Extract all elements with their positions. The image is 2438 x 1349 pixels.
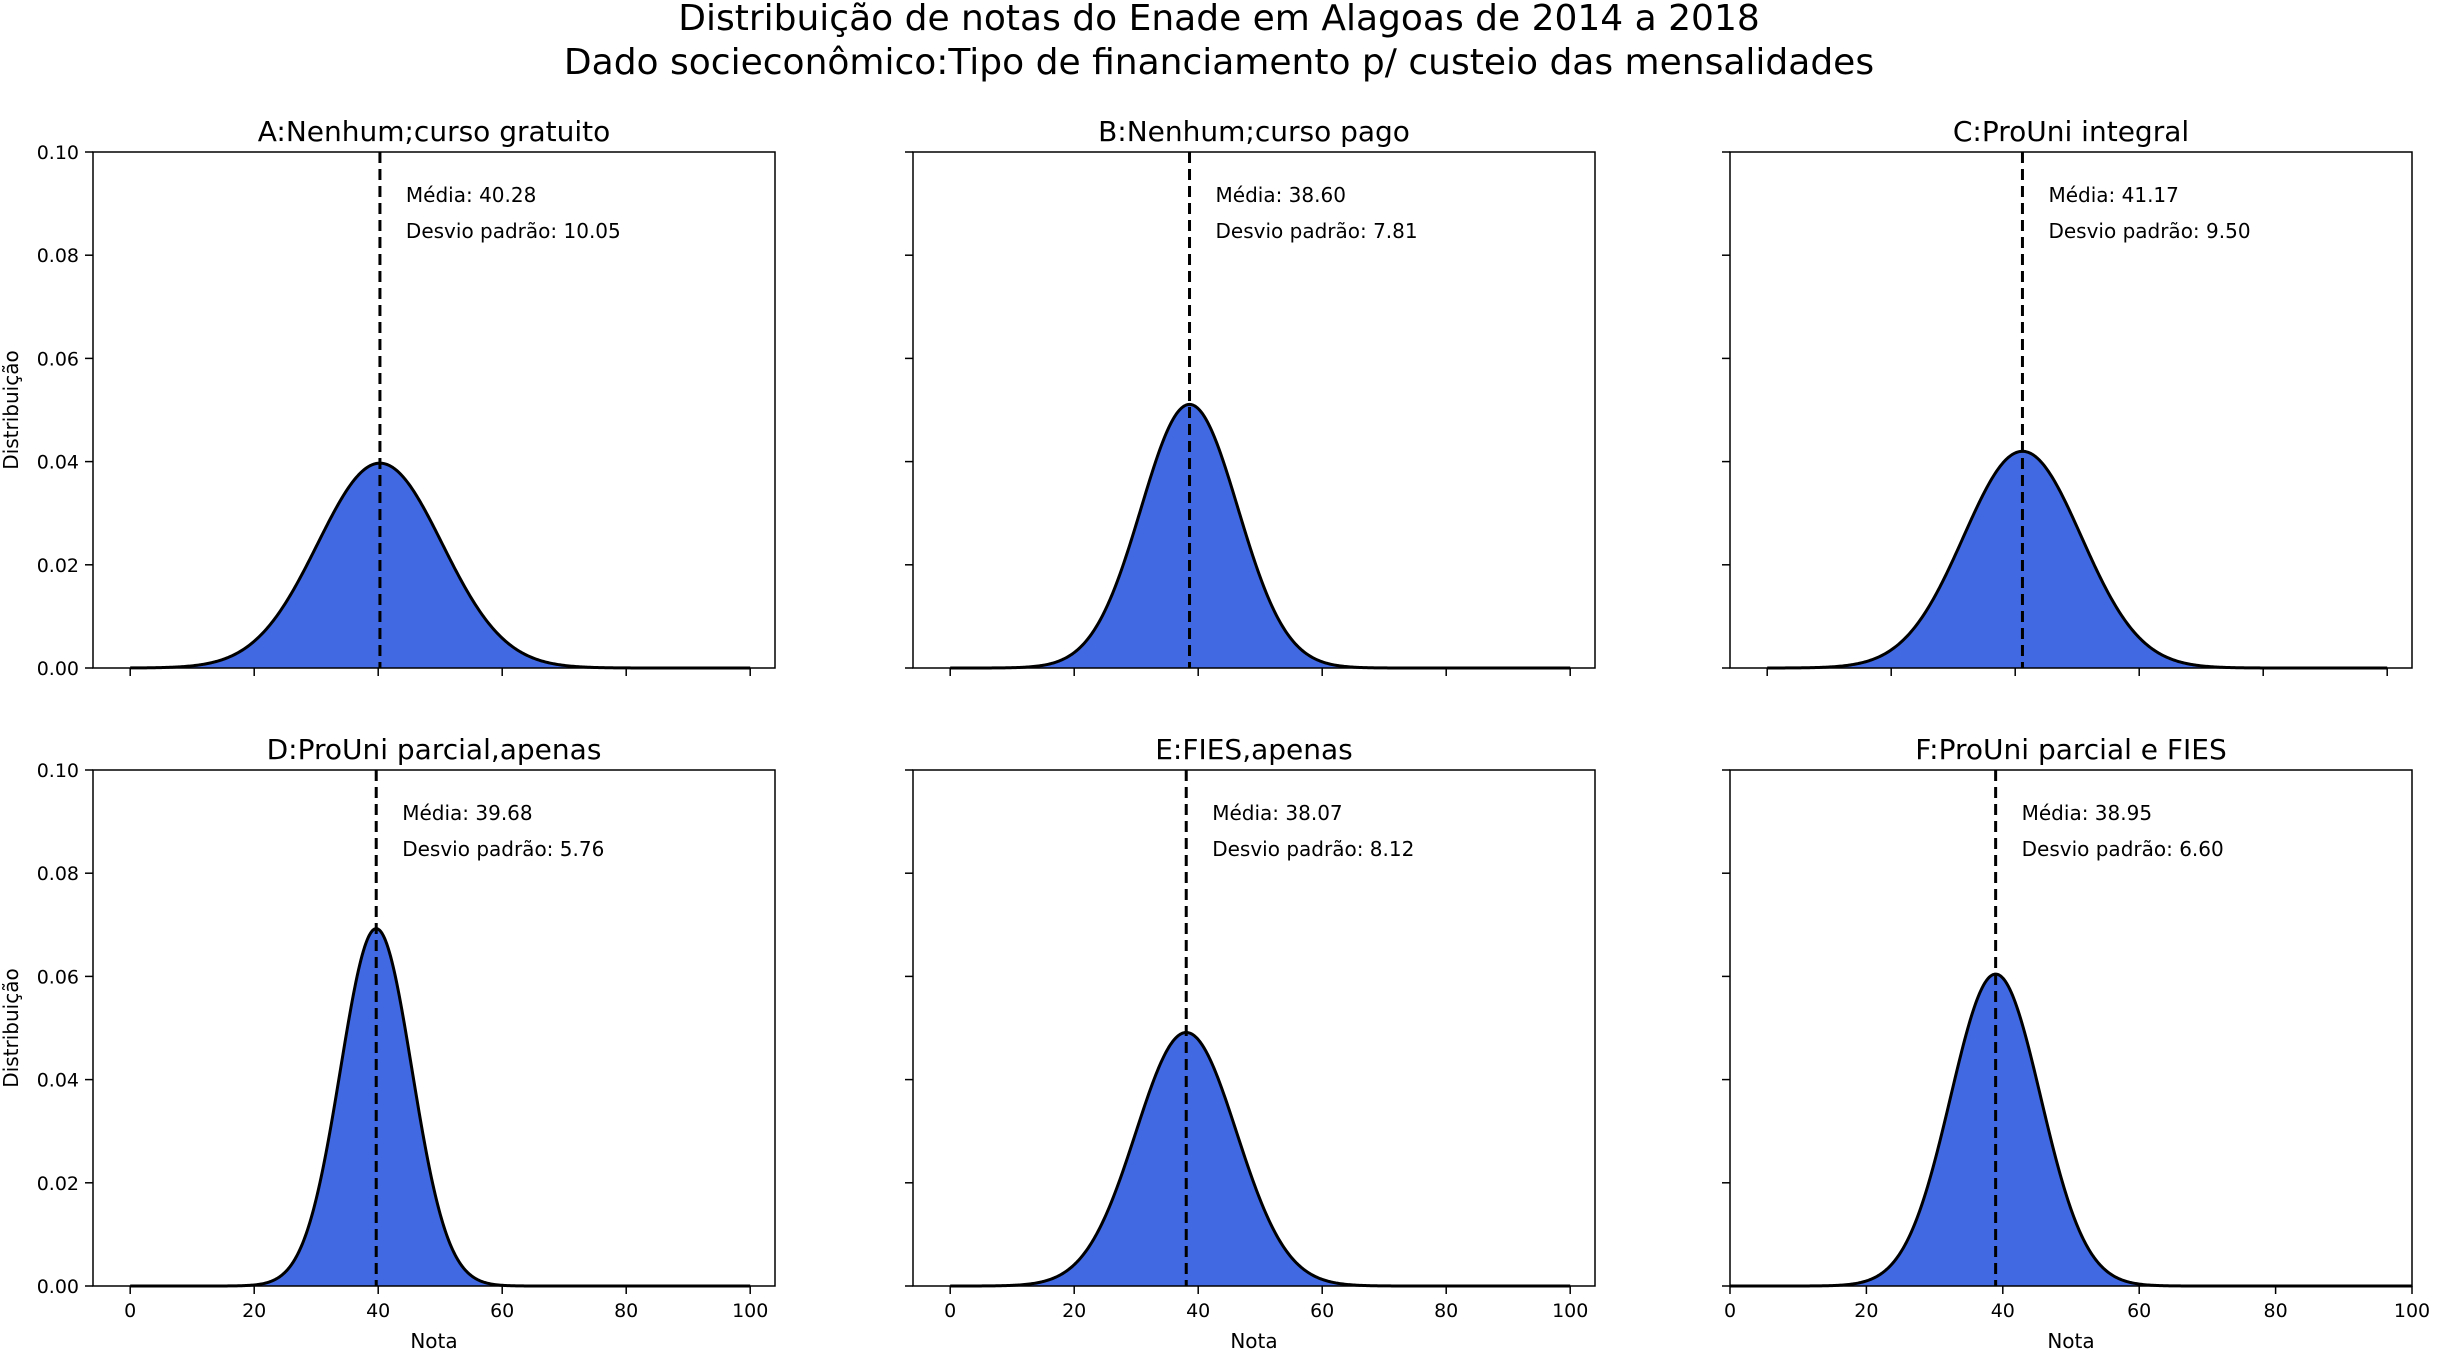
x-tick-label: 40 xyxy=(1991,1300,2015,1322)
mean-annotation: Média: 41.17 xyxy=(2048,183,2178,207)
subplot-title: D:ProUni parcial,apenas xyxy=(267,733,602,766)
y-tick-label: 0.00 xyxy=(37,1276,79,1298)
x-tick-label: 0 xyxy=(124,1300,136,1322)
subplot-title: C:ProUni integral xyxy=(1953,115,2189,148)
subplot-e: 0 20 40 60 80 100 E:FIES,apenas Média: 38.07 Des… xyxy=(905,733,1596,1349)
mean-annotation: Média: 38.95 xyxy=(2022,801,2152,825)
figure-title-line2: Dado socieconômico:Tipo de financiamento… xyxy=(564,42,1874,83)
y-tick-label: 0.04 xyxy=(37,452,79,474)
axes-frame xyxy=(92,769,776,1287)
x-axis-label: Nota xyxy=(410,1329,457,1349)
axes-frame xyxy=(912,769,1596,1287)
subplot-d: 0 20 40 60 80 100 0.00 0.02 0.04 0.06 0.08 0.10 D:Pr… xyxy=(0,733,776,1349)
y-tick-label: 0.02 xyxy=(37,555,79,577)
mean-annotation: Média: 38.60 xyxy=(1216,183,1346,207)
x-tick-label: 100 xyxy=(732,1300,768,1322)
y-axis-label: Distribuição xyxy=(0,350,23,469)
x-tick-label: 40 xyxy=(366,1300,390,1322)
subplot-title: F:ProUni parcial e FIES xyxy=(1915,733,2227,766)
y-tick-label: 0.00 xyxy=(37,658,79,680)
y-axis-label: Distribuição xyxy=(0,968,23,1087)
x-tick-label: 20 xyxy=(1062,1300,1086,1322)
subplot-c: C:ProUni integral Média: 41.17 Desvio padr… xyxy=(1722,115,2413,676)
std-annotation: Desvio padrão: 9.50 xyxy=(2048,219,2250,243)
subplot-title: E:FIES,apenas xyxy=(1155,733,1353,766)
x-tick-label: 100 xyxy=(1552,1300,1588,1322)
subplot-b: B:Nenhum;curso pago Média: 38.60 Desvio pa… xyxy=(905,115,1596,676)
axes-frame xyxy=(92,151,776,669)
mean-annotation: Média: 40.28 xyxy=(406,183,536,207)
x-tick-label: 20 xyxy=(1854,1300,1878,1322)
figure-title-line1: Distribuição de notas do Enade em Alagoa… xyxy=(678,0,1760,39)
x-tick-label: 40 xyxy=(1186,1300,1210,1322)
x-axis-label: Nota xyxy=(1230,1329,1277,1349)
axes-frame xyxy=(1729,769,2413,1287)
x-tick-label: 0 xyxy=(1724,1300,1736,1322)
density-area xyxy=(1767,451,2388,668)
std-annotation: Desvio padrão: 6.60 xyxy=(2022,837,2224,861)
subplot-a: 0.00 0.02 0.04 0.06 0.08 0.10 A:Nenhum;curso g… xyxy=(0,115,776,680)
axes-frame xyxy=(912,151,1596,669)
x-tick-label: 60 xyxy=(1310,1300,1334,1322)
mean-annotation: Média: 39.68 xyxy=(402,801,532,825)
density-area xyxy=(1730,974,2412,1286)
y-tick-label: 0.02 xyxy=(37,1173,79,1195)
density-area xyxy=(950,1032,1571,1286)
std-annotation: Desvio padrão: 10.05 xyxy=(406,219,621,243)
axes-frame xyxy=(1729,151,2413,669)
x-tick-label: 0 xyxy=(944,1300,956,1322)
x-tick-label: 80 xyxy=(2264,1300,2288,1322)
x-tick-label: 20 xyxy=(242,1300,266,1322)
subplot-f: 0 20 40 60 80 100 F:ProUni parcial e FIES Média… xyxy=(1722,733,2430,1349)
density-area xyxy=(950,404,1571,668)
density-area xyxy=(130,463,751,668)
y-tick-label: 0.06 xyxy=(37,348,79,370)
x-tick-label: 60 xyxy=(2127,1300,2151,1322)
y-tick-label: 0.08 xyxy=(37,863,79,885)
x-tick-label: 100 xyxy=(2394,1300,2430,1322)
y-tick-label: 0.04 xyxy=(37,1070,79,1092)
subplot-title: A:Nenhum;curso gratuito xyxy=(258,115,611,148)
mean-annotation: Média: 38.07 xyxy=(1212,801,1342,825)
y-tick-label: 0.10 xyxy=(37,760,79,782)
subplot-title: B:Nenhum;curso pago xyxy=(1098,115,1410,148)
subplot-grid: 0.00 0.02 0.04 0.06 0.08 0.10 A:Nenhum;curso g… xyxy=(0,115,2430,1349)
std-annotation: Desvio padrão: 5.76 xyxy=(402,837,604,861)
x-tick-label: 60 xyxy=(490,1300,514,1322)
x-tick-label: 80 xyxy=(1434,1300,1458,1322)
x-axis-label: Nota xyxy=(2047,1329,2094,1349)
y-tick-label: 0.08 xyxy=(37,245,79,267)
x-tick-label: 80 xyxy=(614,1300,638,1322)
y-tick-label: 0.06 xyxy=(37,966,79,988)
y-tick-label: 0.10 xyxy=(37,142,79,164)
std-annotation: Desvio padrão: 8.12 xyxy=(1212,837,1414,861)
density-area xyxy=(130,928,751,1286)
std-annotation: Desvio padrão: 7.81 xyxy=(1216,219,1418,243)
